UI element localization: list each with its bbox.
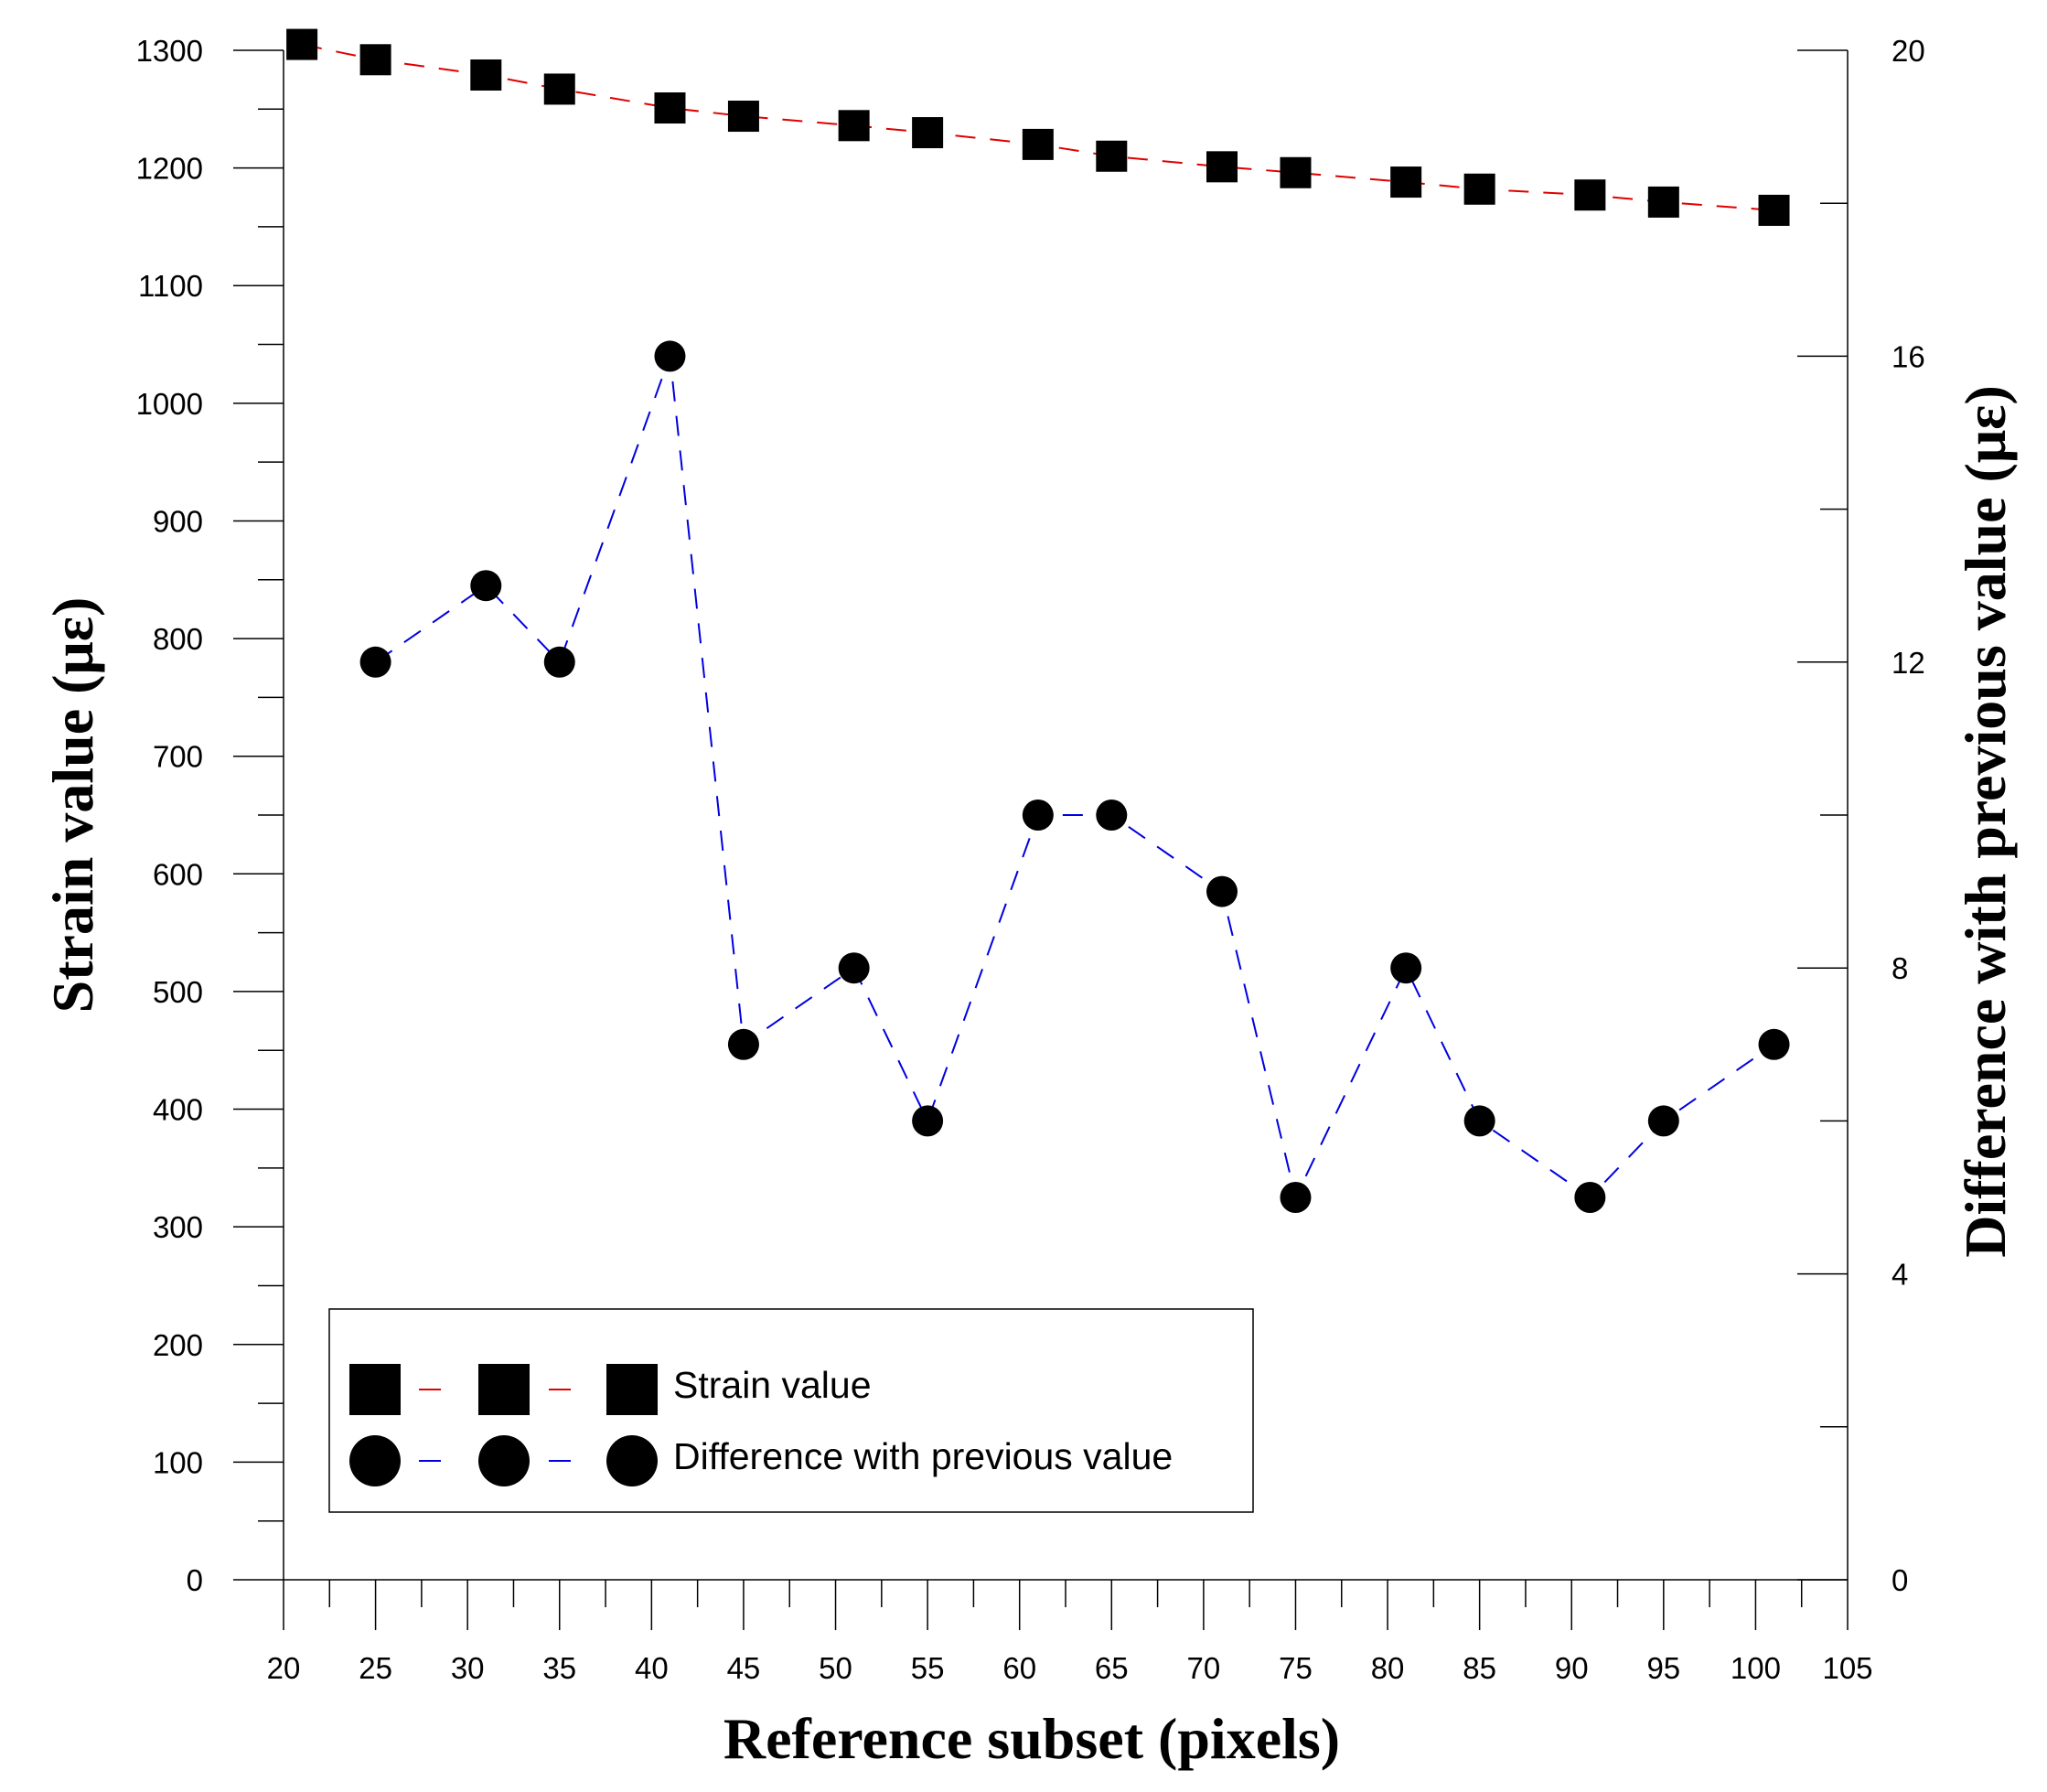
difference-point (1206, 875, 1238, 907)
y-tick-label: 1000 (136, 387, 203, 421)
strain-point (470, 59, 502, 91)
legend-square-marker (478, 1364, 530, 1415)
legend-square-marker (349, 1364, 401, 1415)
x-tick-label: 55 (911, 1651, 945, 1685)
difference-point (912, 1105, 944, 1137)
strain-point (543, 73, 575, 105)
legend-circle-marker (606, 1435, 658, 1486)
y-tick-label: 800 (153, 622, 203, 656)
strain-point (1096, 140, 1128, 172)
strain-point (359, 44, 391, 76)
y-tick-label: 1200 (136, 152, 203, 186)
x-tick-label: 40 (635, 1651, 669, 1685)
y-tick-label: 300 (153, 1210, 203, 1244)
legend-entry-strain-value (349, 1364, 658, 1415)
difference-point (1463, 1105, 1495, 1137)
strain-point (1022, 128, 1054, 160)
difference-point (1647, 1105, 1679, 1137)
difference-point (838, 952, 870, 984)
x-tick-label: 80 (1371, 1651, 1405, 1685)
x-tick-label: 100 (1731, 1651, 1781, 1685)
series-line-0 (301, 43, 1774, 211)
strain-point (1280, 156, 1312, 188)
difference-point (1022, 799, 1054, 831)
x-tick-label: 65 (1095, 1651, 1129, 1685)
strain-point (1758, 194, 1790, 226)
x-tick-label: 95 (1646, 1651, 1680, 1685)
difference-point (1390, 952, 1422, 984)
strain-point (654, 92, 686, 124)
legend-entry-difference (349, 1435, 658, 1486)
x-tick-label: 85 (1463, 1651, 1496, 1685)
x-tick-label: 35 (542, 1651, 576, 1685)
legend-label-difference: Difference with previous value (673, 1435, 1173, 1477)
y-tick-label: 900 (153, 504, 203, 538)
x-tick-label: 25 (359, 1651, 392, 1685)
strain-point (1647, 186, 1679, 218)
strain-point (1574, 179, 1606, 211)
y-tick-label: 0 (187, 1563, 203, 1597)
legend-label-strain-value: Strain value (673, 1364, 872, 1406)
x-tick-label: 105 (1822, 1651, 1872, 1685)
legend-circle-marker (349, 1435, 401, 1486)
y-tick-label: 1300 (136, 34, 203, 68)
difference-point (359, 646, 391, 678)
x-tick-label: 60 (1002, 1651, 1036, 1685)
legend-square-marker (606, 1364, 658, 1415)
y-axis-title: Strain value (με) (40, 597, 105, 1014)
x-tick-label: 20 (267, 1651, 301, 1685)
x-axis-title: Reference subset (pixels) (723, 1706, 1340, 1771)
strain-point (1390, 166, 1422, 199)
x-tick-label: 50 (819, 1651, 852, 1685)
y-tick-label: 700 (153, 740, 203, 774)
legend: Strain value Difference with previous va… (328, 1308, 1254, 1513)
legend-box (328, 1308, 1254, 1513)
difference-point (1096, 799, 1128, 831)
difference-point (543, 646, 575, 678)
axes: 0100200300400500600700800900100011001200… (136, 34, 1925, 1685)
y2-tick-label: 12 (1892, 646, 1925, 680)
y2-tick-label: 4 (1892, 1258, 1908, 1292)
difference-point (1280, 1182, 1312, 1213)
y-tick-label: 600 (153, 857, 203, 891)
x-tick-label: 30 (451, 1651, 485, 1685)
strain-point (286, 28, 318, 60)
y-tick-label: 500 (153, 975, 203, 1009)
strain-point (912, 117, 944, 149)
x-tick-label: 70 (1187, 1651, 1221, 1685)
y2-tick-label: 0 (1892, 1563, 1908, 1597)
series-layer (286, 28, 1790, 1213)
y-tick-label: 200 (153, 1328, 203, 1362)
legend-circle-marker (478, 1435, 530, 1486)
x-tick-label: 75 (1279, 1651, 1313, 1685)
strain-point (838, 110, 870, 142)
difference-point (1574, 1182, 1606, 1213)
y2-tick-label: 8 (1892, 951, 1908, 985)
x-tick-label: 45 (727, 1651, 761, 1685)
y2-tick-label: 20 (1892, 34, 1925, 68)
difference-point (470, 570, 502, 602)
difference-point (1758, 1028, 1790, 1060)
y-tick-label: 400 (153, 1093, 203, 1127)
y2-tick-label: 16 (1892, 339, 1925, 373)
strain-point (1463, 173, 1495, 205)
x-tick-label: 90 (1555, 1651, 1589, 1685)
difference-point (654, 340, 686, 372)
y-tick-label: 100 (153, 1445, 203, 1479)
strain-point (727, 101, 759, 133)
strain-point (1206, 151, 1238, 183)
y2-axis-title: Difference with previous value (με) (1953, 385, 2018, 1258)
y-tick-label: 1100 (138, 269, 203, 303)
difference-point (727, 1028, 759, 1060)
series-line-1 (375, 356, 1775, 1200)
